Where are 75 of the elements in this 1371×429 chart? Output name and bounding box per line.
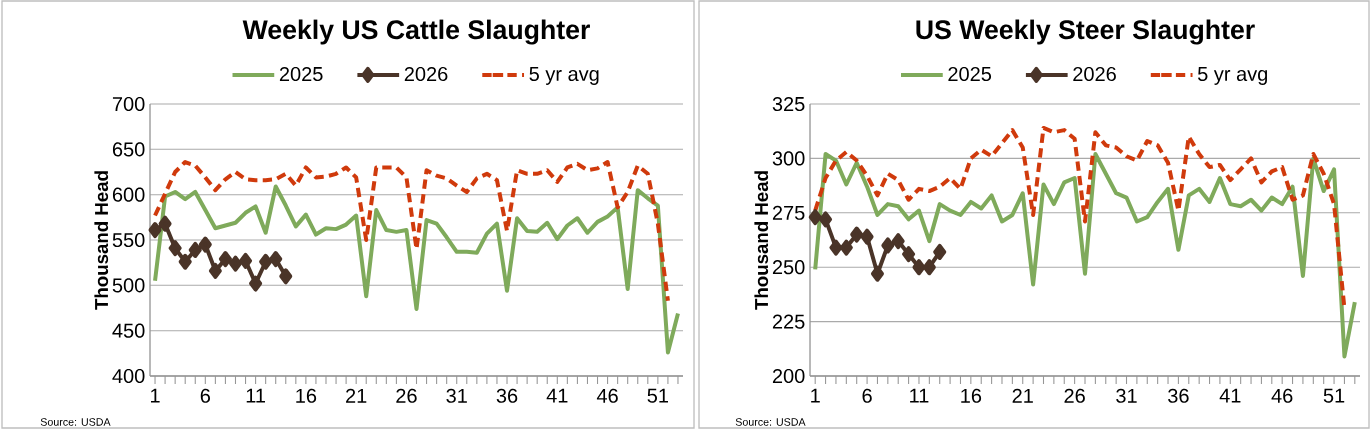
point — [922, 259, 936, 276]
x-tick-label: 6 — [200, 388, 210, 403]
point — [239, 252, 253, 269]
y-tick-label: 600 — [112, 187, 145, 202]
y-tick-label: 225 — [772, 314, 805, 329]
y-tick-label: 550 — [112, 232, 145, 248]
x-tick-label: 36 — [496, 388, 518, 403]
legend-label: 2026 — [1073, 66, 1116, 82]
point — [819, 211, 833, 228]
point — [208, 262, 222, 279]
x-tick-label: 51 — [1323, 388, 1345, 403]
y-tick-label: 275 — [772, 205, 805, 220]
x-tick-label: 36 — [1168, 388, 1189, 403]
y-tick-label: 250 — [772, 260, 805, 275]
point — [829, 239, 843, 256]
point — [902, 246, 916, 263]
point — [881, 237, 895, 254]
x-tick-label: 16 — [961, 388, 982, 403]
x-tick-label: 11 — [910, 388, 929, 403]
x-tick-label: 41 — [546, 388, 568, 403]
x-tick-label: 46 — [596, 388, 618, 403]
source-note: Source: USDA — [40, 418, 111, 426]
point — [850, 226, 864, 243]
point — [218, 251, 232, 268]
line-series — [153, 184, 680, 355]
chart-title: US Weekly Steer Slaughter — [916, 19, 1255, 45]
legend-label: 5 yr avg — [1197, 67, 1268, 85]
x-tick-label: 6 — [862, 388, 872, 403]
point — [279, 268, 293, 285]
y-tick-label: 450 — [112, 323, 145, 338]
y-axis-title: Thousand Head — [94, 171, 109, 310]
x-tick-label: 21 — [1012, 388, 1033, 403]
point — [891, 233, 905, 250]
y-tick-label: 325 — [772, 96, 805, 112]
x-tick-label: 31 — [1116, 388, 1137, 403]
x-tick-label: 11 — [246, 388, 265, 403]
point — [912, 259, 926, 276]
legend-label: 5 yr avg — [529, 67, 599, 85]
x-tick-label: 31 — [446, 388, 467, 403]
point — [839, 239, 853, 256]
point — [860, 228, 874, 245]
y-tick-label: 300 — [772, 151, 805, 166]
y-axis-title: Thousand Head — [754, 171, 769, 310]
point — [188, 241, 202, 258]
y-tick-label: 500 — [112, 278, 145, 293]
source-note: Source: USDA — [735, 418, 806, 426]
x-tick-label: 26 — [1064, 388, 1085, 403]
chart-title: Weekly US Cattle Slaughter — [242, 19, 590, 45]
point — [933, 243, 947, 260]
x-tick-label: 16 — [296, 388, 317, 403]
y-tick-label: 700 — [112, 96, 145, 112]
x-tick-label: 21 — [346, 388, 367, 403]
x-tick-label: 1 — [811, 388, 820, 403]
y-tick-label: 200 — [772, 368, 805, 384]
point — [259, 253, 273, 270]
y-tick-label: 400 — [112, 368, 145, 384]
point — [808, 209, 822, 226]
legend-label: 2026 — [404, 66, 448, 82]
point — [198, 236, 212, 253]
y-tick-label: 650 — [112, 142, 145, 157]
legend-label: 2025 — [279, 66, 323, 82]
point — [269, 251, 283, 268]
point — [158, 215, 172, 232]
x-tick-label: 41 — [1219, 388, 1241, 403]
point — [148, 222, 162, 239]
point — [228, 255, 242, 272]
x-tick-label: 51 — [647, 388, 668, 403]
point — [249, 275, 263, 292]
x-tick-label: 46 — [1271, 388, 1293, 403]
point — [168, 240, 182, 257]
x-tick-label: 1 — [151, 388, 160, 403]
x-tick-label: 26 — [396, 388, 417, 403]
legend-label: 2025 — [948, 66, 992, 82]
point — [870, 265, 884, 282]
point — [178, 253, 192, 270]
